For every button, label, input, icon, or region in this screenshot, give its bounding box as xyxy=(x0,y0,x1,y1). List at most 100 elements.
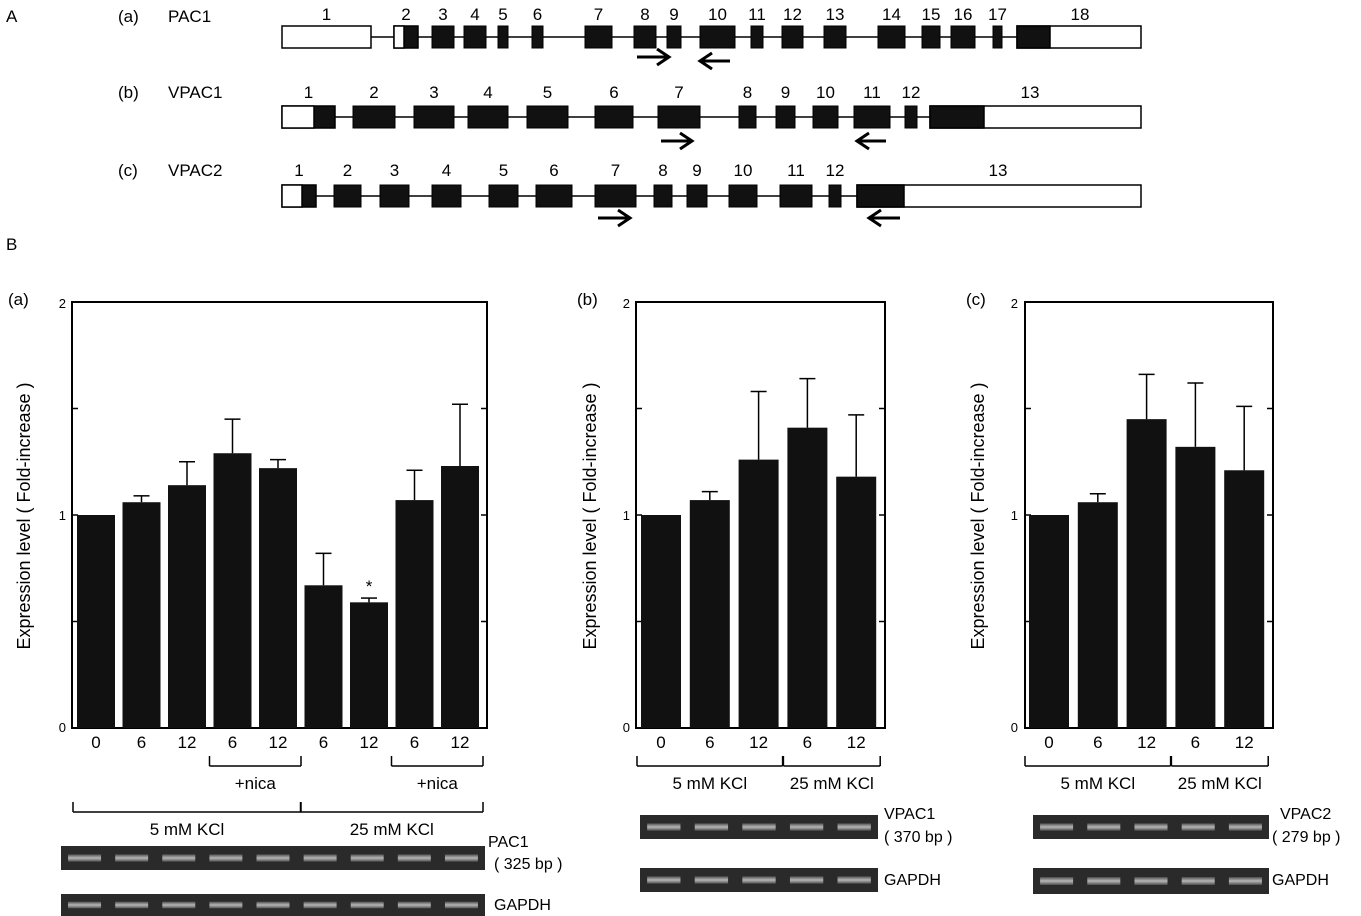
gel-label-gapdh: GAPDH xyxy=(884,872,941,889)
gel-band xyxy=(742,876,776,884)
x-tick-label: 12 xyxy=(360,733,379,752)
exon xyxy=(352,105,396,129)
gel-band xyxy=(1040,877,1074,885)
x-tick-label: 12 xyxy=(1235,733,1254,752)
exon-box-coding xyxy=(904,105,918,129)
gene-track-vpac2: 1 2 3 4 5 6 7 8 9 10 11 12 13 xyxy=(281,161,1142,228)
x-tick-label: 6 xyxy=(137,733,146,752)
gel-strip xyxy=(640,868,878,892)
group-bracket xyxy=(1170,756,1269,767)
exon-number-label: 2 xyxy=(369,83,378,102)
exon xyxy=(904,105,918,129)
x-tick-label: 12 xyxy=(749,733,768,752)
exon-number-label: 12 xyxy=(783,5,802,24)
exon-box-coding xyxy=(781,25,804,49)
exon-number-label: 2 xyxy=(401,5,410,24)
gel-strip xyxy=(61,846,485,870)
exon xyxy=(497,25,509,49)
group-bracket xyxy=(208,756,302,767)
gel-band xyxy=(1087,877,1121,885)
gel-band xyxy=(162,901,196,909)
gel-band xyxy=(789,823,824,831)
bar xyxy=(1077,502,1118,728)
exon-box-coding xyxy=(775,105,796,129)
exon xyxy=(775,105,796,129)
exon-box-coding xyxy=(929,105,985,129)
exon-number-label: 7 xyxy=(611,161,620,180)
bar xyxy=(836,476,877,728)
exon-box-noncoding xyxy=(281,105,315,129)
significance-marker: * xyxy=(366,577,373,596)
primer-arrow-right-icon xyxy=(637,47,672,67)
exon-box-coding xyxy=(653,184,673,208)
exon xyxy=(467,105,509,129)
exon-box-coding xyxy=(594,184,637,208)
gel-band xyxy=(1087,823,1121,831)
gel-band xyxy=(694,876,729,884)
exon-number-label: 16 xyxy=(954,5,973,24)
primer-arrow-left-icon xyxy=(866,208,900,228)
exon xyxy=(856,184,1142,208)
exon xyxy=(750,25,764,49)
group-label: +nica xyxy=(235,774,277,793)
exon-number-label: 4 xyxy=(470,5,479,24)
exon-number-label: 7 xyxy=(594,5,603,24)
group-label: 5 mM KCl xyxy=(1060,774,1135,793)
gel-band xyxy=(115,854,149,862)
panel-a-label: A xyxy=(6,7,18,26)
gene-track-pac1: 1 2 3 4 5 6 7 8 9 10 11 12 13 14 15 16 17 18 xyxy=(281,5,1142,71)
gel-band xyxy=(256,854,290,862)
gel-band xyxy=(397,854,431,862)
exon xyxy=(653,184,673,208)
exon-number-label: 11 xyxy=(787,161,805,180)
x-tick-label: 0 xyxy=(91,733,100,752)
exon-box-coding xyxy=(463,25,487,49)
gel-band xyxy=(647,876,681,884)
exon-number-label: 6 xyxy=(533,5,542,24)
exon-box-coding xyxy=(666,25,682,49)
gel-band xyxy=(68,854,102,862)
y-tick-label: 2 xyxy=(59,296,66,311)
gel-label-vpac2: VPAC2 xyxy=(1280,806,1331,823)
gel-band xyxy=(115,901,149,909)
gel-band xyxy=(444,854,478,862)
exon-box-coding xyxy=(853,105,891,129)
exon-number-label: 3 xyxy=(429,83,438,102)
y-tick-label: 0 xyxy=(623,720,630,735)
primer-arrow-left-icon xyxy=(854,131,886,151)
gene-name-vpac1: VPAC1 xyxy=(168,83,223,102)
y-axis-label: Expression level ( Fold-increase ) xyxy=(580,382,600,649)
exon-box-coding xyxy=(728,184,758,208)
gel-images: PAC1 ( 325 bp ) GAPDH VPAC1 ( 370 bp ) G… xyxy=(61,806,1340,916)
group-bracket xyxy=(1024,756,1172,767)
y-tick-label: 1 xyxy=(623,508,630,523)
exon xyxy=(666,25,682,49)
exon-box-coding xyxy=(497,25,509,49)
gel-label-vpac1: VPAC1 xyxy=(884,806,935,823)
exon-box-coding xyxy=(812,105,839,129)
x-tick-label: 12 xyxy=(178,733,197,752)
gel-size-vpac2: ( 279 bp ) xyxy=(1272,829,1340,846)
exon-number-label: 9 xyxy=(692,161,701,180)
y-axis-label: Expression level ( Fold-increase ) xyxy=(14,382,34,649)
gel-band xyxy=(647,823,681,831)
exon-box-coding xyxy=(856,184,905,208)
group-bracket xyxy=(72,802,302,813)
primer-arrow-right-icon xyxy=(661,131,695,151)
exon-number-label: 12 xyxy=(902,83,921,102)
exon-number-label: 9 xyxy=(669,5,678,24)
gel-band xyxy=(303,901,337,909)
exon xyxy=(463,25,487,49)
exon xyxy=(594,184,637,208)
exon-number-label: 6 xyxy=(549,161,558,180)
bar xyxy=(77,515,115,728)
exon xyxy=(1016,25,1142,49)
exon-number-label: 13 xyxy=(1021,83,1040,102)
exon-box-coding xyxy=(921,25,941,49)
x-tick-label: 12 xyxy=(1137,733,1156,752)
exon-number-label: 1 xyxy=(304,83,313,102)
gel-band xyxy=(742,823,776,831)
exon-number-label: 8 xyxy=(743,83,752,102)
exon xyxy=(853,105,891,129)
exon-number-label: 1 xyxy=(322,5,331,24)
